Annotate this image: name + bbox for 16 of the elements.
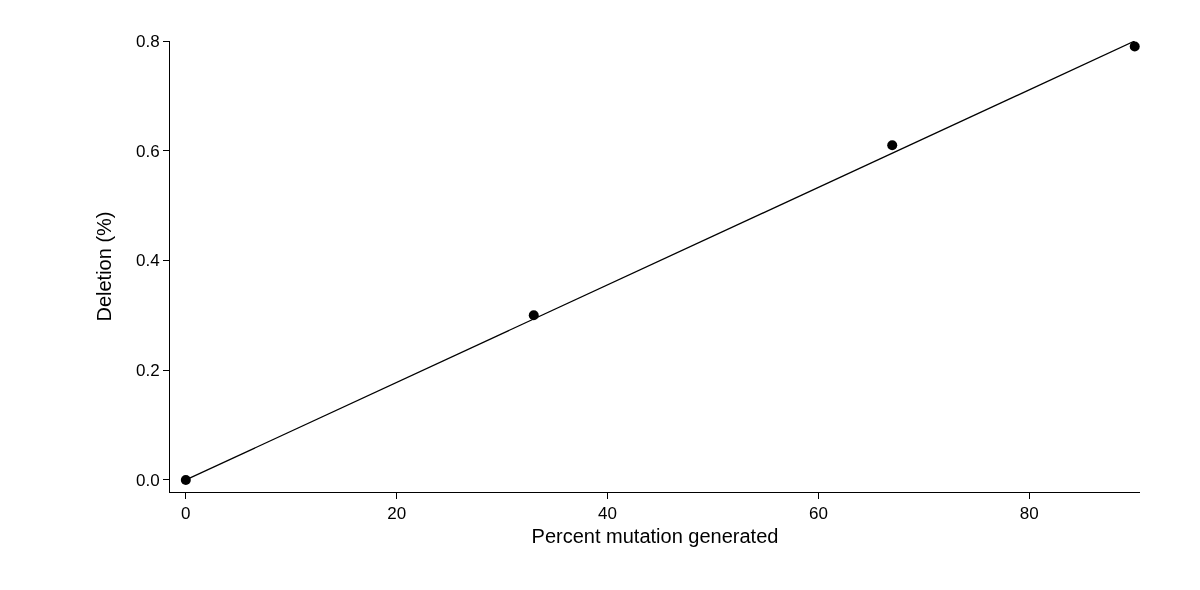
y-axis-title: Deletion (%)	[93, 211, 116, 322]
y-tick-label: 0.8	[135, 31, 160, 51]
x-tick-label: 80	[1019, 504, 1039, 524]
x-tick-label: 0	[181, 504, 191, 524]
x-tick-label: 40	[598, 504, 618, 524]
x-tick-label: 60	[808, 504, 828, 524]
y-tick-label: 0.2	[135, 361, 160, 381]
y-tick-label: 0.6	[135, 141, 160, 161]
point	[1129, 41, 1140, 52]
point	[528, 310, 539, 321]
x-tick-label: 20	[387, 504, 407, 524]
x-axis-title: Percent mutation generated	[531, 524, 779, 547]
y-tick-label: 0.0	[135, 470, 160, 490]
point	[887, 140, 898, 151]
point	[180, 474, 191, 485]
y-tick-label: 0.4	[135, 251, 160, 271]
